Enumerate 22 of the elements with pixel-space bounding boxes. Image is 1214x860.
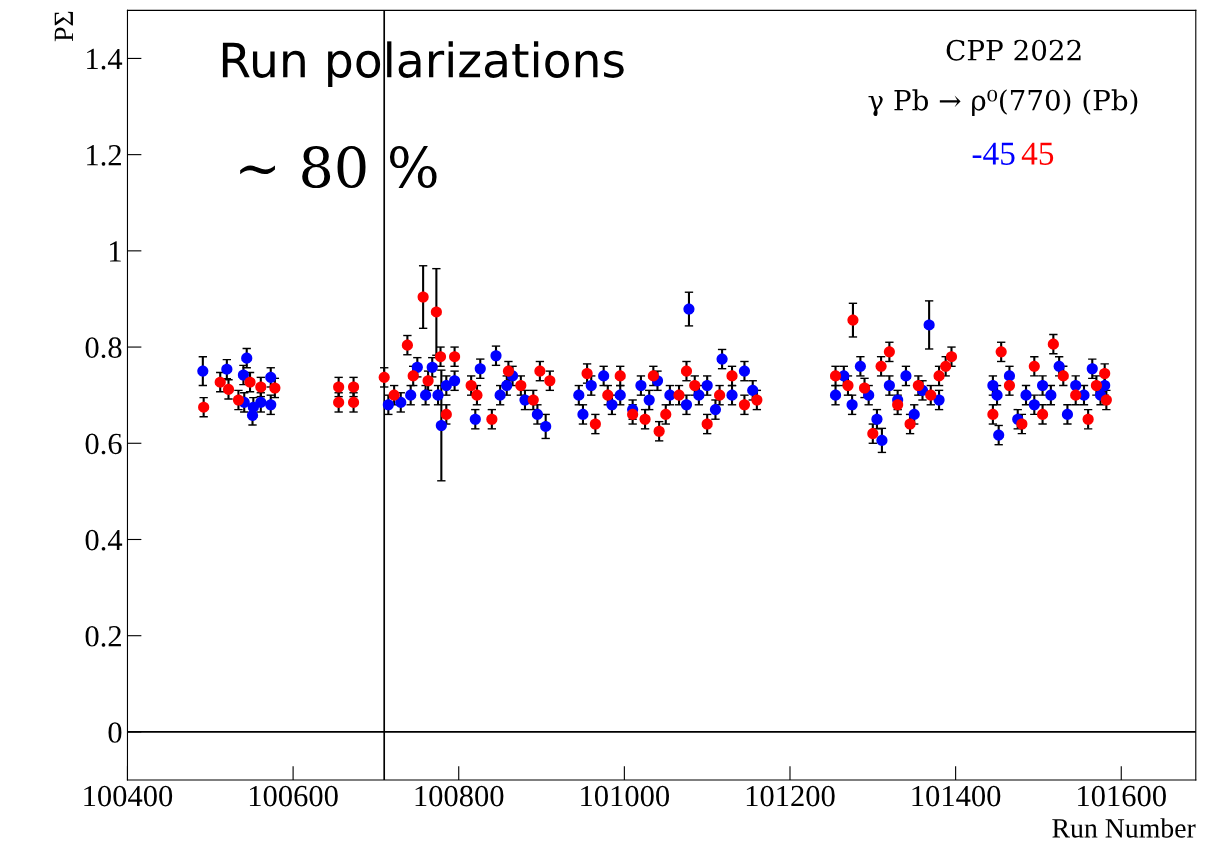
y-tick-label: 0 (108, 722, 122, 743)
y-tick-label: 0.2 (85, 625, 121, 647)
x-tick-label: 101200 (746, 785, 835, 807)
x-tick-label: 100400 (84, 785, 173, 807)
y-tick-label: 1 (110, 241, 121, 262)
x-tick-label: 100800 (415, 785, 504, 807)
y-axis-title: PΣ (54, 11, 73, 42)
x-tick-label: 101600 (1078, 785, 1166, 807)
annotation: ∼ 80 % (240, 146, 437, 189)
x-tick-label: 101000 (581, 785, 670, 807)
text: 45 (1021, 142, 1054, 165)
text: -45 (972, 142, 1015, 165)
y-tick-label: 0.6 (85, 433, 122, 455)
y-tick-label: 0.4 (85, 529, 123, 551)
x-axis-title: Run Number (1052, 818, 1196, 838)
annotation: γ Pb → ρ⁰(770) (Pb) (868, 89, 1138, 117)
x-tick-label: 101400 (912, 785, 1001, 807)
x-tick-label: 100600 (249, 785, 338, 807)
annotation: CPP 2022 (946, 39, 1081, 61)
y-tick-label: 0.8 (85, 337, 122, 359)
y-tick-label: 1.4 (87, 48, 123, 70)
y-tick-label: 1.2 (87, 145, 121, 166)
